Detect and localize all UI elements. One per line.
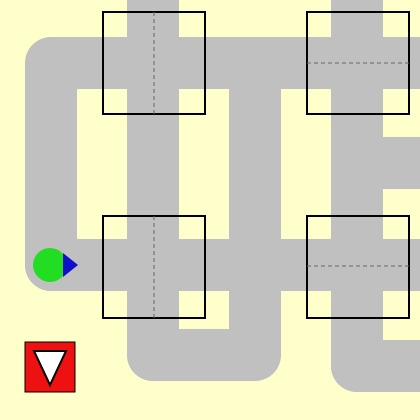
road-segment	[127, 37, 281, 381]
player-body	[33, 248, 67, 282]
intersection-bottom-right[interactable]	[306, 215, 410, 319]
intersection-top-right[interactable]	[306, 11, 410, 115]
road-network	[25, 0, 420, 392]
player-car	[33, 248, 78, 282]
intersection-top-left[interactable]	[102, 11, 206, 115]
down-triangle-icon	[32, 350, 68, 388]
direction-arrow-icon	[63, 253, 78, 277]
intersection-bottom-left[interactable]	[102, 215, 206, 319]
down-button[interactable]	[24, 341, 76, 393]
intersections	[102, 11, 410, 319]
intersection-box	[306, 215, 410, 319]
road-segment	[25, 37, 420, 291]
